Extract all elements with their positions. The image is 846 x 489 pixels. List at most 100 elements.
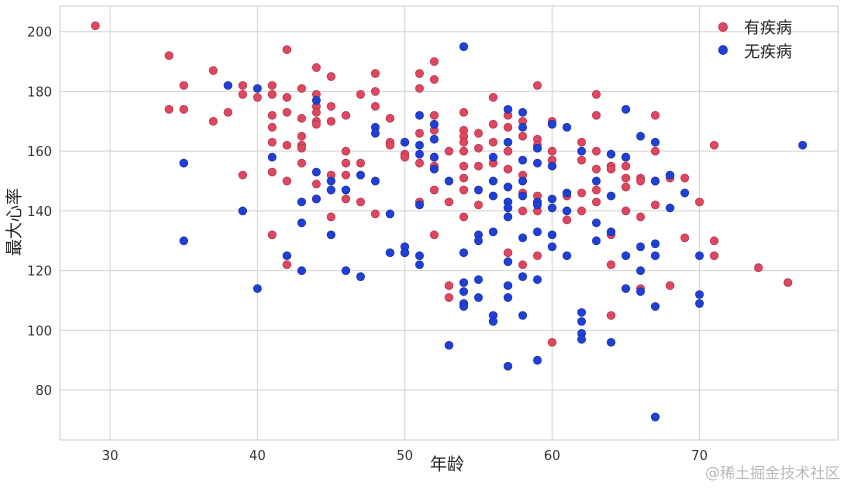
data-points: [91, 21, 807, 422]
data-point: [591, 110, 601, 120]
data-point: [680, 233, 690, 243]
legend: 有疾病 无疾病: [718, 18, 792, 61]
legend-label-disease: 有疾病: [744, 18, 792, 37]
data-point: [547, 194, 557, 204]
data-point: [518, 233, 528, 243]
data-point: [518, 176, 528, 186]
data-point: [341, 194, 351, 204]
y-tick-label: 120: [27, 265, 52, 280]
data-point: [503, 257, 513, 267]
data-point: [474, 128, 483, 138]
data-point: [444, 293, 454, 302]
data-point: [606, 337, 616, 347]
data-point: [312, 194, 321, 204]
data-point: [326, 72, 336, 81]
data-point: [650, 146, 660, 156]
y-tick-label: 180: [27, 85, 52, 100]
legend-label-no-disease: 无疾病: [744, 42, 792, 61]
data-point: [297, 113, 306, 123]
x-tick-label: 40: [249, 449, 266, 464]
data-point: [356, 197, 365, 207]
data-point: [415, 200, 424, 210]
data-point: [444, 146, 454, 156]
data-point: [591, 236, 601, 246]
data-point: [680, 173, 690, 183]
data-point: [533, 200, 542, 210]
data-point: [636, 266, 645, 275]
data-point: [356, 170, 365, 180]
data-point: [665, 170, 675, 180]
data-point: [370, 128, 380, 138]
data-point: [709, 236, 719, 246]
data-point: [415, 149, 424, 159]
data-point: [562, 215, 572, 225]
data-point: [208, 116, 218, 126]
data-point: [297, 158, 306, 168]
data-point: [223, 107, 233, 117]
data-point: [341, 146, 351, 156]
data-point: [459, 146, 469, 156]
data-point: [591, 185, 601, 195]
data-point: [488, 119, 498, 129]
data-point: [606, 191, 616, 201]
data-point: [547, 203, 557, 213]
data-point: [312, 63, 321, 72]
data-point: [429, 230, 439, 240]
data-point: [415, 110, 424, 120]
data-point: [562, 188, 572, 198]
data-point: [238, 81, 248, 90]
data-point: [429, 134, 439, 144]
x-tick-label: 70: [691, 449, 708, 464]
data-point: [577, 206, 586, 216]
data-point: [312, 119, 321, 129]
data-point: [164, 104, 174, 114]
data-point: [783, 278, 793, 287]
data-point: [680, 188, 690, 198]
data-point: [591, 146, 601, 156]
data-point: [91, 21, 100, 31]
data-point: [267, 122, 277, 132]
data-point: [533, 227, 542, 237]
data-point: [208, 66, 218, 75]
data-point: [665, 281, 675, 290]
data-point: [533, 158, 542, 168]
data-point: [488, 93, 498, 102]
data-point: [179, 236, 189, 246]
data-point: [459, 248, 469, 258]
data-point: [429, 75, 439, 84]
grid-lines: [60, 6, 838, 440]
data-point: [282, 45, 292, 54]
data-point: [503, 122, 513, 132]
data-point: [650, 412, 660, 422]
data-point: [415, 69, 424, 78]
data-point: [444, 176, 454, 186]
data-point: [636, 176, 645, 186]
data-point: [326, 212, 336, 222]
data-point: [385, 113, 395, 123]
data-point: [518, 272, 528, 281]
data-point: [709, 251, 719, 261]
data-point: [533, 251, 542, 261]
data-point: [488, 176, 498, 186]
data-point: [267, 230, 277, 240]
data-point: [459, 212, 469, 222]
data-point: [341, 158, 351, 168]
data-point: [547, 146, 557, 156]
data-point: [459, 137, 469, 147]
data-point: [282, 251, 292, 261]
data-point: [518, 131, 528, 141]
data-point: [488, 191, 498, 201]
data-point: [429, 119, 439, 129]
data-point: [488, 137, 498, 147]
data-point: [341, 110, 351, 120]
data-point: [488, 152, 498, 162]
data-point: [326, 116, 336, 126]
data-point: [459, 302, 469, 311]
data-point: [650, 110, 660, 120]
data-point: [503, 182, 513, 192]
data-point: [415, 84, 424, 93]
data-point: [253, 93, 262, 102]
data-point: [518, 155, 528, 165]
data-point: [415, 128, 424, 138]
